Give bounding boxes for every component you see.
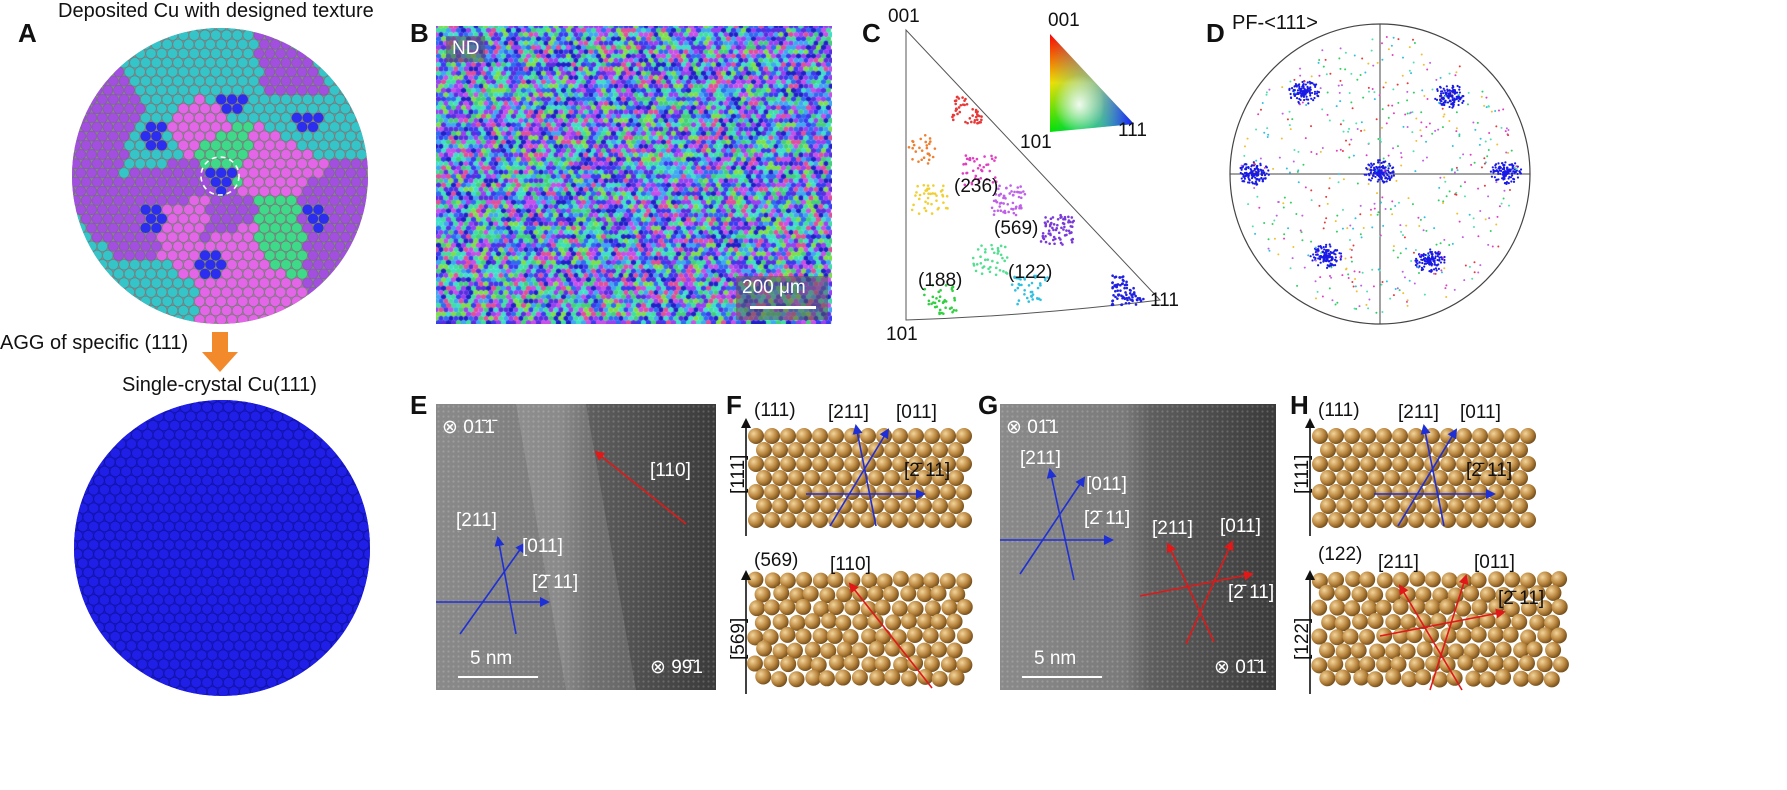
pole-figure	[1228, 22, 1532, 326]
scale-label-b: 200 μm	[742, 277, 806, 298]
g-red-m211: [2̄ 11]	[1228, 582, 1275, 603]
f-axis-top: [111]	[728, 454, 749, 494]
panel-label-g: G	[978, 390, 999, 420]
ebsd-map-canvas	[436, 26, 832, 324]
f-plane-top: (111)	[754, 400, 796, 421]
atom-model-f-svg	[741, 418, 973, 694]
e-dir-m211: [2̄ 11]	[532, 572, 579, 593]
g-zone-top: ⊗ 01̄1	[1006, 417, 1059, 438]
e-scale-bar	[458, 676, 538, 678]
f-dir-m211: [2̄ 11]	[904, 460, 951, 481]
single-crystal-disk-svg	[74, 400, 370, 696]
atom-model-h-svg	[1305, 418, 1569, 694]
f-dir-110: [110]	[830, 554, 871, 575]
tem-image-g: ⊗ 01̄1 [211] [011] [2̄ 11] [211] [011] […	[1000, 404, 1276, 690]
e-dir-211: [211]	[456, 510, 497, 531]
nd-label: ND	[446, 36, 486, 62]
ipf-annotation-569: (569)	[994, 218, 1039, 239]
tem-e-svg	[436, 404, 716, 690]
ipf-corner-001: 001	[888, 6, 920, 27]
ipf-corner-111: 111	[1150, 290, 1179, 311]
g-zone-bottom: ⊗ 01̄1	[1214, 657, 1267, 678]
ipf-key-111: 111	[1118, 120, 1147, 141]
panel-label-a: A	[18, 18, 37, 48]
g-red-211: [211]	[1152, 518, 1193, 539]
ipf-key-001: 001	[1048, 10, 1080, 31]
f-plane-bottom: (569)	[754, 550, 799, 571]
e-dir-011: [011]	[522, 536, 563, 557]
e-dir-110: [110]	[650, 460, 691, 481]
e-scale-label: 5 nm	[470, 648, 513, 669]
h-dir-m211: [2̄ 11]	[1466, 460, 1513, 481]
tem-image-e: ⊗ 01̄1̄ [110] [211] [011] [2̄ 11] 5 nm ⊗…	[436, 404, 716, 690]
h-axis-bottom: [122]	[1292, 617, 1313, 660]
h-plane-bottom: (122)	[1318, 544, 1363, 565]
h-dir-b011: [011]	[1474, 552, 1515, 573]
ipf-key-101: 101	[1020, 132, 1052, 153]
inverse-pole-figure: 001 101 111 001 101 111 (236) (569) (122…	[880, 0, 1210, 345]
g-scale-bar	[1022, 676, 1102, 678]
panel-label-b: B	[410, 18, 429, 48]
tem-g-svg	[1000, 404, 1276, 690]
down-arrow-icon	[200, 332, 240, 372]
f-axis-bottom: [569]	[728, 617, 749, 660]
g-red-011: [011]	[1220, 516, 1261, 537]
ebsd-map: ND 200 μm	[436, 26, 832, 324]
ipf-svg	[905, 28, 1162, 321]
g-blue-211: [211]	[1020, 448, 1061, 469]
panel-label-f: F	[726, 390, 742, 420]
g-scale-label: 5 nm	[1034, 648, 1077, 669]
ipf-corner-101: 101	[886, 324, 918, 345]
textured-cu-disk-svg	[72, 28, 368, 324]
e-zone-top: ⊗ 01̄1̄	[442, 417, 495, 438]
panel-a-bottom-title: Single-crystal Cu(111)	[122, 374, 317, 396]
panel-label-d: D	[1206, 18, 1225, 48]
atom-model-f: (111) [211] [011] [2̄ 11] [111] (569) [1…	[726, 396, 976, 696]
h-dir-211: [211]	[1398, 402, 1439, 423]
pole-figure-svg	[1229, 23, 1531, 325]
panel-label-e: E	[410, 390, 428, 420]
h-dir-b211: [211]	[1378, 552, 1419, 573]
ipf-annotation-236: (236)	[954, 176, 999, 197]
f-dir-211: [211]	[828, 402, 869, 423]
atom-model-h: (111) [211] [011] [2̄ 11] [111] (122) [2…	[1290, 396, 1580, 696]
textured-cu-disk	[70, 26, 370, 326]
g-blue-m211: [2̄ 11]	[1084, 508, 1131, 529]
ipf-annotation-188: (188)	[918, 270, 963, 291]
pole-figure-title: PF-<111>	[1232, 12, 1318, 34]
ipf-annotation-122: (122)	[1008, 262, 1053, 283]
scale-box	[736, 276, 828, 320]
h-axis-top: [111]	[1292, 454, 1313, 494]
panel-label-h: H	[1290, 390, 1309, 420]
agg-caption: AGG of specific (111)	[0, 332, 189, 354]
e-zone-bottom: ⊗ 99̄1	[650, 657, 703, 678]
h-plane-top: (111)	[1318, 400, 1360, 421]
g-blue-011: [011]	[1086, 474, 1127, 495]
h-dir-bm211: [2̄ 11]	[1498, 588, 1545, 609]
scale-bar-b	[750, 306, 816, 309]
h-dir-011: [011]	[1460, 402, 1501, 423]
panel-a-top-title: Deposited Cu with designed texture	[58, 0, 374, 22]
f-dir-011: [011]	[896, 402, 937, 423]
panel-label-c: C	[862, 18, 881, 48]
single-crystal-disk	[72, 398, 372, 698]
